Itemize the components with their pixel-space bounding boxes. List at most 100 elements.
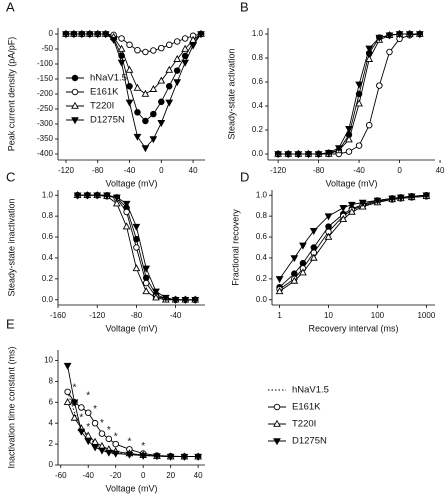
marker [161, 294, 170, 302]
y-tick-label: 0.0 [42, 295, 54, 304]
marker [347, 207, 356, 215]
marker [181, 35, 189, 42]
marker [133, 244, 140, 251]
marker [166, 453, 175, 461]
marker [345, 126, 353, 134]
x-tick-label: -120 [89, 311, 106, 320]
marker [290, 276, 299, 284]
x-axis-label: Voltage (mV) [105, 323, 157, 333]
y-tick-label: 1.0 [42, 190, 54, 199]
y-tick-label: -300 [37, 119, 54, 128]
y-tick-label: 0.2 [252, 125, 264, 134]
marker [142, 265, 151, 273]
x-tick-label: -160 [50, 311, 67, 320]
x-axis-label: Voltage (mV) [105, 178, 157, 188]
y-tick-label: 0.8 [256, 211, 268, 220]
y-axis-label: Fractional recovery [230, 209, 240, 286]
marker [98, 430, 106, 437]
x-tick-label: -40 [353, 166, 365, 175]
marker [324, 213, 333, 221]
marker [299, 242, 307, 250]
marker [62, 31, 70, 39]
annotation: * [86, 391, 90, 402]
marker [153, 453, 161, 461]
marker [365, 45, 374, 53]
panel: A-120 -80 -40 0 400-50-100-150-200-250-300-3… [6, 0, 205, 188]
x-tick-label: 0 [141, 471, 146, 480]
marker [324, 232, 333, 240]
x-tick-label: -80 [131, 311, 143, 320]
marker [358, 199, 367, 207]
x-tick-label: -120 [270, 166, 287, 175]
marker [273, 403, 281, 411]
marker [180, 453, 189, 461]
x-tick-label: -80 [92, 166, 104, 175]
marker [112, 199, 121, 207]
marker [385, 32, 394, 40]
marker [125, 99, 134, 107]
marker [275, 276, 284, 284]
marker [197, 31, 205, 39]
marker [173, 79, 182, 87]
marker [309, 228, 318, 236]
y-tick-label: 0 [49, 460, 54, 469]
marker [173, 67, 181, 74]
marker [181, 44, 189, 52]
y-tick-label: -150 [37, 74, 54, 83]
x-tick-label: 0 [159, 166, 164, 175]
annotation: * [73, 382, 77, 393]
y-axis-label: Steady-state activation [226, 48, 236, 139]
annotation: * [93, 404, 97, 415]
marker [284, 151, 293, 159]
marker [294, 151, 303, 159]
marker [422, 192, 431, 200]
annotation: * [86, 422, 90, 433]
marker [157, 76, 166, 84]
marker [63, 398, 72, 406]
x-tick-label: -20 [110, 471, 122, 480]
marker [376, 82, 383, 89]
marker [77, 428, 86, 436]
x-axis-label: Voltage (mV) [325, 178, 377, 188]
panel: C -160 -120 -80 -40 0.0 0.2 0.4 0.6 0.8 1.0 Voltage… [6, 169, 205, 333]
y-tick-label: 0.4 [42, 253, 54, 262]
marker [83, 192, 92, 200]
marker [365, 121, 373, 129]
y-tick-label: -50 [41, 44, 53, 53]
marker [77, 31, 86, 39]
marker [173, 38, 181, 45]
marker [325, 223, 332, 230]
marker [339, 205, 348, 213]
y-tick-label: 0.0 [252, 149, 264, 158]
panel-label: E [6, 316, 15, 331]
x-tick-label: 20 [166, 471, 175, 480]
marker [274, 151, 282, 159]
x-tick-label: 10 [324, 311, 333, 320]
marker [290, 255, 299, 263]
marker [98, 447, 106, 455]
annotation: * [79, 413, 83, 424]
marker [275, 287, 284, 295]
marker [396, 194, 405, 202]
marker [105, 435, 113, 443]
marker [173, 54, 182, 62]
marker [395, 31, 404, 39]
marker [104, 449, 113, 457]
marker [309, 253, 318, 261]
marker [171, 297, 180, 305]
annotation: * [100, 418, 104, 429]
panel: E -60 -40 -20 0 20 40 0 2 4 6 8 10 Voltage (mV) Inacti… [6, 316, 329, 493]
marker [134, 46, 141, 54]
marker [142, 117, 149, 125]
marker [112, 440, 119, 448]
marker [122, 222, 131, 230]
marker [126, 82, 133, 90]
marker [375, 34, 384, 42]
marker [150, 47, 157, 54]
x-tick-label: 0 [397, 166, 402, 175]
y-axis-label: Peak current density (pA/pF) [6, 37, 16, 152]
marker [84, 438, 93, 446]
marker [93, 192, 102, 200]
marker [165, 65, 174, 73]
marker [133, 133, 142, 141]
